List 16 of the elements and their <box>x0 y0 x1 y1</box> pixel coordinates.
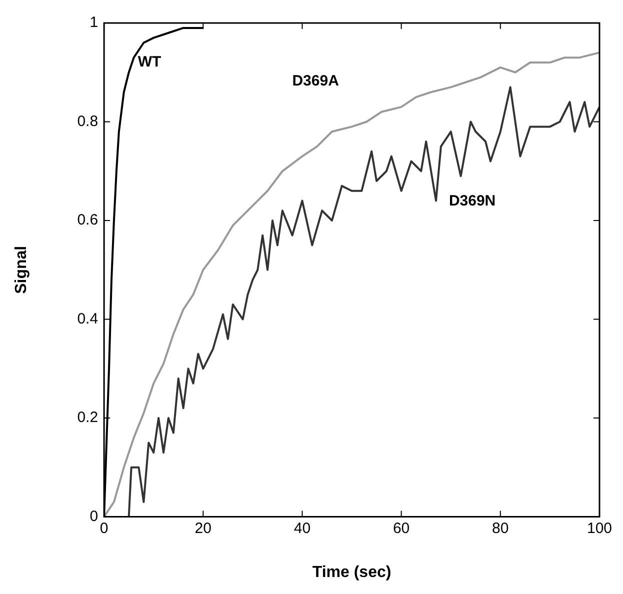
y-tick-label: 0.2 <box>77 409 98 426</box>
y-tick-label: 0.8 <box>77 112 98 130</box>
x-tick-label: 40 <box>294 520 311 537</box>
series-label: WT <box>138 53 162 70</box>
y-tick-label: 0 <box>90 508 98 525</box>
x-tick-label: 60 <box>392 520 410 537</box>
y-tick-label: 1 <box>90 14 98 32</box>
text: D369A <box>292 72 340 90</box>
x-tick-label: 80 <box>492 520 509 537</box>
y-axis-title: Signal <box>13 246 30 294</box>
x-tick-label: 100 <box>586 520 612 537</box>
x-tick-label: 20 <box>194 520 212 537</box>
series-label: D369N <box>448 192 496 210</box>
x-axis-title: Time (sec) <box>312 564 392 581</box>
y-tick-label: 0.4 <box>77 310 98 328</box>
y-tick-label: 0.6 <box>77 212 98 229</box>
